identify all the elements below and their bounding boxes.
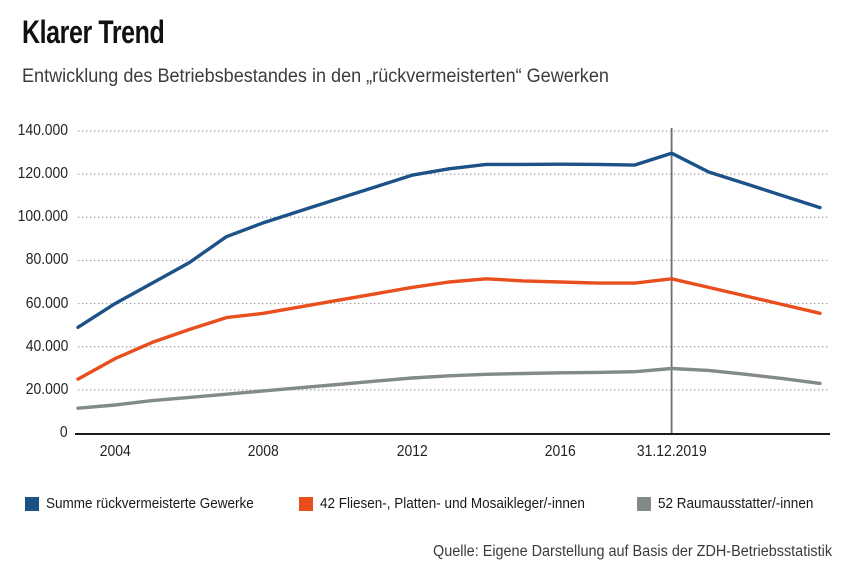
y-axis-tick-label: 80.000 [25,251,68,269]
page-title: Klarer Trend [22,14,165,50]
y-axis-tick-label: 0 [60,424,68,441]
legend-label: 52 Raumausstatter/-innen [658,495,814,512]
x-axis-tick-label: 2012 [396,443,428,460]
gridlines [78,130,828,391]
legend-swatch-icon [637,496,652,511]
legend-swatch-icon [299,496,314,511]
y-axis-tick-label: 100.000 [17,208,68,226]
y-axis-tick-label: 120.000 [17,165,68,183]
legend-item: 52 Raumausstatter/-innen [637,495,831,512]
legend-item: 42 Fliesen-, Platten- und Mosaikleger/-i… [299,495,614,512]
legend-swatch-icon [25,496,39,511]
legend-item: Summe rückvermeisterte Gewerke [25,495,277,512]
y-axis-tick-label: 40.000 [25,337,68,355]
x-axis-tick-label: 31.12.2019 [636,443,707,460]
x-axis-tick-label: 2008 [247,443,280,460]
x-axis-tick-label: 2016 [544,443,576,460]
x-axis-tick-label: 2004 [99,443,131,460]
chart-legend: Summe rückvermeisterte Gewerke 42 Fliesen… [25,495,831,512]
series-line [76,151,822,329]
series-line [76,366,822,410]
series-lines [76,151,822,410]
y-axis-tick-label: 140.000 [17,122,68,139]
source-note: Quelle: Eigene Darstellung auf Basis der… [433,543,832,560]
y-axis-tick-label: 20.000 [25,380,68,398]
y-axis-tick-label: 60.000 [25,294,68,312]
legend-label: Summe rückvermeisterte Gewerke [46,495,254,512]
page-subtitle: Entwicklung des Betriebsbestandes in den… [22,66,609,87]
series-line [76,277,822,381]
legend-label: 42 Fliesen-, Platten- und Mosaikleger/-i… [320,495,586,512]
